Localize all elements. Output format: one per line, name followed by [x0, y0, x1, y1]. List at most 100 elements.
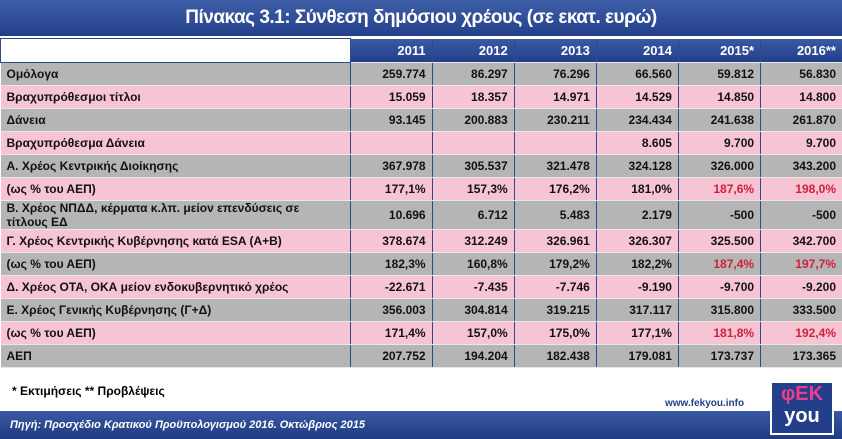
cell-value: 76.296 — [513, 62, 597, 86]
cell-value: 59.812 — [677, 62, 761, 86]
row-label: (ως % του ΑΕΠ) — [0, 177, 350, 201]
table-title: Πίνακας 3.1: Σύνθεση δημόσιου χρέους (σε… — [0, 0, 842, 36]
row-label: Ομόλογα — [0, 62, 350, 86]
table-row: Δάνεια 93.145 200.883 230.211 234.434 241.638… — [0, 108, 842, 132]
cell-value: 317.117 — [595, 298, 679, 322]
cell-value: 326.961 — [513, 229, 597, 253]
cell-value: 230.211 — [513, 108, 597, 132]
cell-value: 319.215 — [513, 298, 597, 322]
cell-value: 182,3% — [349, 252, 433, 276]
table-row: Β. Χρέος ΝΠΔΔ, κέρματα κ.λπ. μείον επενδ… — [0, 200, 842, 230]
cell-value: 93.145 — [349, 108, 433, 132]
debt-table: 2011 2012 2013 2014 2015* 2016** Ομόλογα 259.7… — [0, 38, 842, 368]
row-label: Α. Χρέος Κεντρικής Διοίκησης — [0, 154, 350, 178]
cell-value: 15.059 — [349, 85, 433, 109]
cell-value: -9.190 — [595, 275, 679, 299]
cell-value: 181,0% — [595, 177, 679, 201]
cell-value: 5.483 — [513, 200, 597, 230]
cell-value: 10.696 — [349, 200, 433, 230]
cell-value: 315.800 — [677, 298, 761, 322]
cell-value: 200.883 — [431, 108, 515, 132]
cell-value: 326.307 — [595, 229, 679, 253]
cell-value: 187,6% — [677, 177, 761, 201]
table-row: Ομόλογα 259.774 86.297 76.296 66.560 59.812 56… — [0, 62, 842, 86]
table-row: (ως % του ΑΕΠ) 182,3% 160,8% 179,2% 182,2% 18… — [0, 252, 842, 276]
cell-value: 324.128 — [595, 154, 679, 178]
row-label: Γ. Χρέος Κεντρικής Κυβέρνησης κατά ESA (… — [0, 229, 350, 253]
cell-value: 2.179 — [595, 200, 679, 230]
cell-value: 207.752 — [349, 344, 433, 368]
cell-value: 305.537 — [431, 154, 515, 178]
header-row: 2011 2012 2013 2014 2015* 2016** — [0, 38, 842, 63]
fekyou-logo: φEK you — [770, 381, 834, 435]
row-label: Δ. Χρέος ΟΤΑ, ΟΚΑ μείον ενδοκυβερνητικό … — [0, 275, 350, 299]
cell-value: 157,0% — [431, 321, 515, 345]
cell-value: 261.870 — [760, 108, 842, 132]
cell-value: 14.850 — [677, 85, 761, 109]
cell-value — [513, 131, 597, 155]
cell-value: 367.978 — [349, 154, 433, 178]
row-label: Βραχυπρόθεσμα Δάνεια — [0, 131, 350, 155]
cell-value: 86.297 — [431, 62, 515, 86]
cell-value — [431, 131, 515, 155]
row-label: ΑΕΠ — [0, 344, 350, 368]
row-label: Δάνεια — [0, 108, 350, 132]
cell-value: -500 — [760, 200, 842, 230]
table-row: ΑΕΠ 207.752 194.204 182.438 179.081 173.737 17… — [0, 344, 842, 368]
cell-value: 173.365 — [760, 344, 842, 368]
footnotes: * Εκτιμήσεις ** Προβλέψεις — [12, 384, 165, 398]
cell-value: 325.500 — [677, 229, 761, 253]
table-row: (ως % του ΑΕΠ) 177,1% 157,3% 176,2% 181,0% 18… — [0, 177, 842, 201]
cell-value: 321.478 — [513, 154, 597, 178]
cell-value: 171,4% — [349, 321, 433, 345]
cell-value: 333.500 — [760, 298, 842, 322]
cell-value: 179.081 — [595, 344, 679, 368]
cell-value — [349, 131, 433, 155]
cell-value: -7.435 — [431, 275, 515, 299]
cell-value: -22.671 — [349, 275, 433, 299]
cell-value: 14.529 — [595, 85, 679, 109]
cell-value: 312.249 — [431, 229, 515, 253]
cell-value: -9.700 — [677, 275, 761, 299]
column-header: 2013 — [513, 38, 597, 63]
cell-value: 177,1% — [349, 177, 433, 201]
cell-value: 194.204 — [431, 344, 515, 368]
column-header: 2016** — [760, 38, 842, 63]
column-header: 2015* — [677, 38, 761, 63]
cell-value: -7.746 — [513, 275, 597, 299]
cell-value: 378.674 — [349, 229, 433, 253]
cell-value: 177,1% — [595, 321, 679, 345]
cell-value: 179,2% — [513, 252, 597, 276]
cell-value: 304.814 — [431, 298, 515, 322]
cell-value: 326.000 — [677, 154, 761, 178]
row-label: Ε. Χρέος Γενικής Κυβέρνησης (Γ+Δ) — [0, 298, 350, 322]
cell-value: 14.800 — [760, 85, 842, 109]
cell-value: 157,3% — [431, 177, 515, 201]
column-header: 2011 — [349, 38, 433, 63]
cell-value: 14.971 — [513, 85, 597, 109]
website-link[interactable]: www.fekyou.info — [665, 398, 745, 409]
row-label: Βραχυπρόθεσμοι τίτλοι — [0, 85, 350, 109]
cell-value: 173.737 — [677, 344, 761, 368]
cell-value: 175,0% — [513, 321, 597, 345]
table-row: (ως % του ΑΕΠ) 171,4% 157,0% 175,0% 177,1% 18… — [0, 321, 842, 345]
cell-value: 187,4% — [677, 252, 761, 276]
cell-value: 9.700 — [677, 131, 761, 155]
cell-value: -9.200 — [760, 275, 842, 299]
row-label: (ως % του ΑΕΠ) — [0, 252, 350, 276]
cell-value: 66.560 — [595, 62, 679, 86]
column-header: 2014 — [595, 38, 679, 63]
source-text: Πηγή: Προσχέδιο Κρατικού Προϋπολογισμού … — [0, 411, 842, 439]
table-row: Βραχυπρόθεσμα Δάνεια 8.605 9.700 9.700 — [0, 131, 842, 155]
cell-value: 197,7% — [760, 252, 842, 276]
cell-value: 356.003 — [349, 298, 433, 322]
cell-value: 342.700 — [760, 229, 842, 253]
row-label: (ως % του ΑΕΠ) — [0, 321, 350, 345]
table-row: Γ. Χρέος Κεντρικής Κυβέρνησης κατά ESA (… — [0, 229, 842, 253]
cell-value: 343.200 — [760, 154, 842, 178]
cell-value: 160,8% — [431, 252, 515, 276]
table-row: Ε. Χρέος Γενικής Κυβέρνησης (Γ+Δ) 356.003… — [0, 298, 842, 322]
cell-value: 241.638 — [677, 108, 761, 132]
table-row: Δ. Χρέος ΟΤΑ, ΟΚΑ μείον ενδοκυβερνητικό … — [0, 275, 842, 299]
cell-value: 9.700 — [760, 131, 842, 155]
